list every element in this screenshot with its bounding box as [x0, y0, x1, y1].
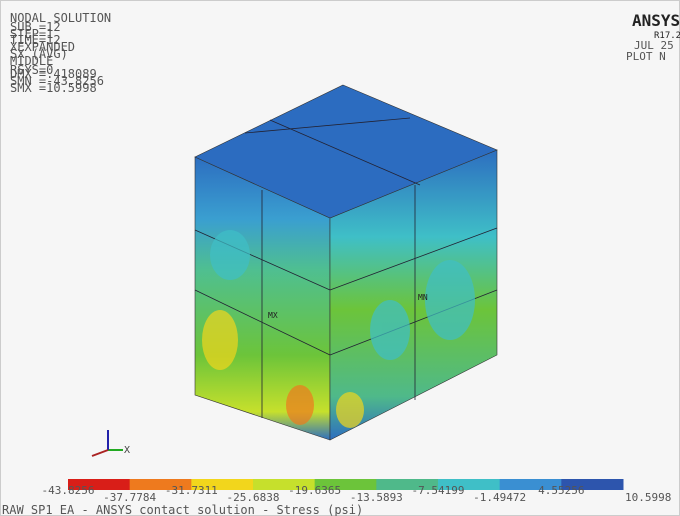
legend-label: -13.5893 [350, 491, 403, 504]
brand: ANSYS [632, 11, 680, 30]
header-line: RSYS=0 [10, 63, 53, 77]
legend-band [253, 479, 316, 490]
model: MX MN [194, 84, 498, 441]
legend-label: -25.6838 [227, 491, 280, 504]
header-line: STEP=1 [10, 27, 53, 41]
legend-band [499, 479, 562, 490]
header-line: SX (AVG) [10, 47, 68, 61]
header-line: SMN =-43.8256 [10, 74, 104, 88]
legend-band [561, 479, 624, 490]
legend-label: -19.6365 [288, 484, 341, 497]
legend: -43.8256 -37.7784 -31.7311 -25.6838 -19.6365… [42, 479, 671, 504]
date: JUL 25 [634, 39, 674, 52]
header-line: MIDDLE [10, 54, 53, 68]
legend-band [68, 479, 131, 490]
top-face [194, 84, 498, 219]
legend-label: -1.49472 [473, 491, 526, 504]
legend-label: -7.54199 [412, 484, 465, 497]
legend-band [129, 479, 192, 490]
stress-patches [202, 230, 475, 428]
legend-band [376, 479, 439, 490]
header-line: XEXPANDED [10, 40, 75, 54]
axis-triad: X [91, 430, 130, 457]
legend-band [438, 479, 501, 490]
legend-band [191, 479, 254, 490]
header-line: SMX =10.5998 [10, 81, 97, 95]
legend-label: -31.7311 [165, 484, 218, 497]
legend-label: 10.5998 [625, 491, 671, 504]
legend-label: 4.55256 [538, 484, 584, 497]
version: R17.2 [654, 31, 680, 41]
legend-band [314, 479, 377, 490]
header-line: NODAL SOLUTION [10, 11, 111, 25]
header-line: TIME=12 [10, 33, 61, 47]
header-line: SUB =12 [10, 20, 61, 34]
footer: RAW SP1 EA - ANSYS contact solution - St… [2, 503, 363, 516]
plot-number: PLOT N [626, 50, 666, 63]
header-line: DMX =.418089 [10, 67, 97, 81]
triad-x: X [124, 445, 130, 456]
legend-label: -43.8256 [42, 484, 95, 497]
legend-label: -37.7784 [103, 491, 156, 504]
max-label: MX [268, 311, 278, 320]
min-label: MN [418, 293, 428, 302]
